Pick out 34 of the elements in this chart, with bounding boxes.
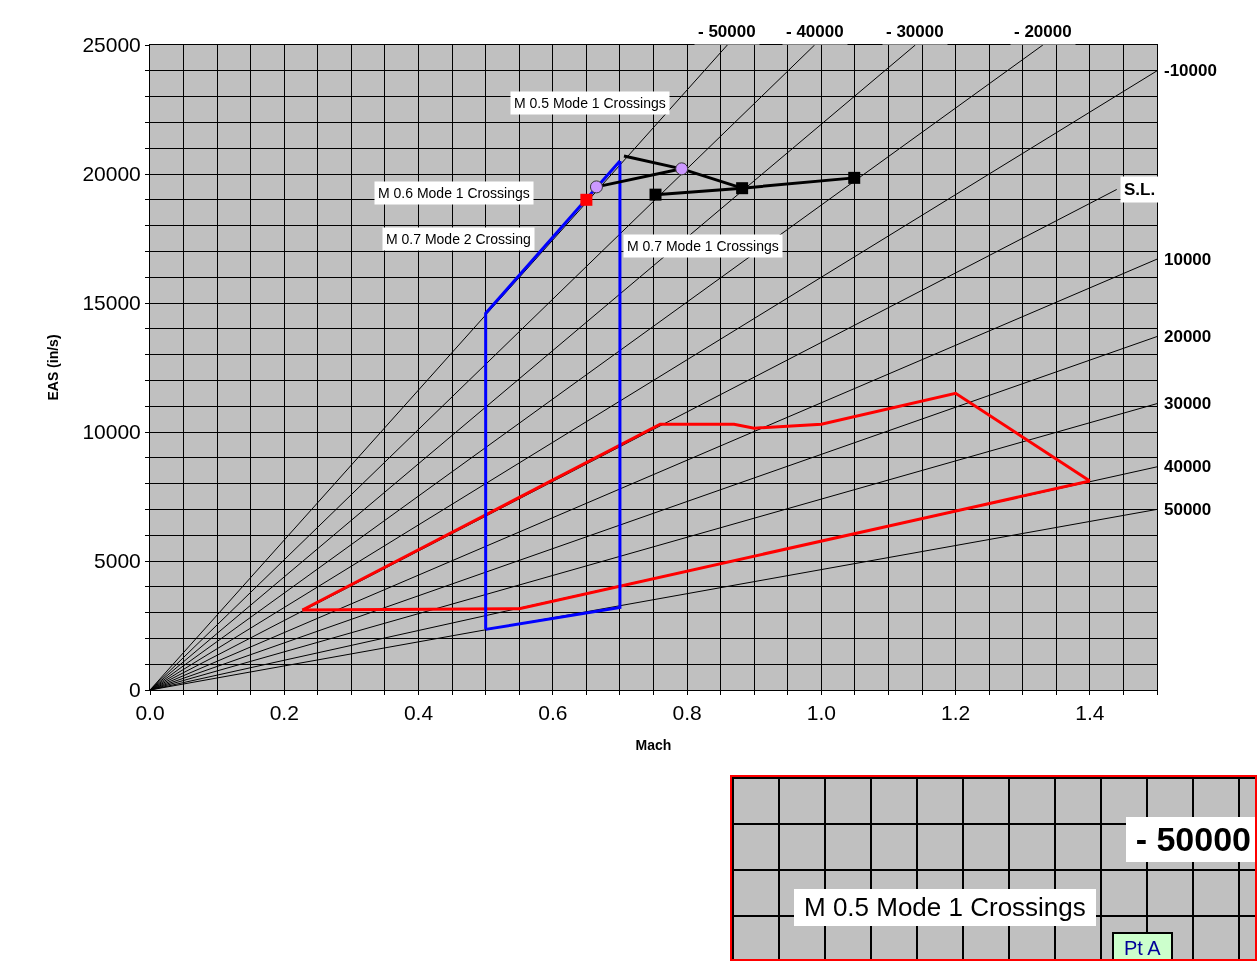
series-label: - 40000 <box>786 22 844 41</box>
annotation: M 0.5 Mode 1 Crossings <box>514 95 666 111</box>
x-tick-label: 0.6 <box>538 701 568 725</box>
y-tick-label: 5000 <box>94 549 141 573</box>
series-label: 20000 <box>1164 327 1212 346</box>
y-tick-label: 10000 <box>82 420 141 444</box>
x-tick-label: 0.4 <box>403 701 434 725</box>
series-label: -10000 <box>1164 61 1217 80</box>
series-label: 10000 <box>1164 250 1212 269</box>
series-label: 30000 <box>1164 394 1212 413</box>
y-tick-label: 20000 <box>82 162 141 186</box>
y-tick-label: 15000 <box>82 291 141 315</box>
text: - 50000 <box>1125 817 1257 862</box>
series-label: - 20000 <box>1014 22 1072 41</box>
y-tick-label: 0 <box>129 678 141 702</box>
x-axis-title: Mach <box>635 736 672 753</box>
annotation: M 0.6 Mode 1 Crossings <box>378 185 530 201</box>
y-tick-label: 25000 <box>82 33 141 57</box>
x-tick-label: 1.0 <box>806 701 836 725</box>
text: M 0.5 Mode 1 Crossings <box>794 889 1096 926</box>
series-label: S.L. <box>1124 180 1156 199</box>
x-tick-label: 0.0 <box>135 701 165 725</box>
text: Pt A <box>1112 932 1173 961</box>
annotation: M 0.7 Mode 2 Crossing <box>386 231 531 247</box>
series-label: - 30000 <box>886 22 944 41</box>
series-label: 50000 <box>1164 500 1212 519</box>
x-tick-label: 0.8 <box>672 701 702 725</box>
annotation: M 0.7 Mode 1 Crossings <box>627 238 779 254</box>
y-axis-title: EAS (in/s) <box>44 334 61 401</box>
x-tick-label: 1.2 <box>941 701 971 725</box>
x-tick-label: 0.2 <box>269 701 299 725</box>
series-label: - 50000 <box>698 22 756 41</box>
x-tick-label: 1.4 <box>1075 701 1105 725</box>
series-label: 40000 <box>1164 457 1212 476</box>
